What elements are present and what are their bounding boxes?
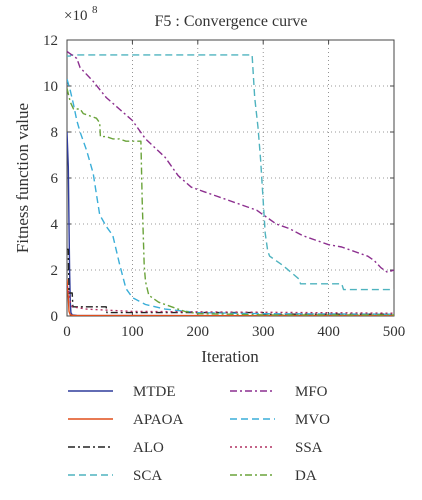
series-line-mtde [67,131,394,316]
y-tick-label: 8 [51,125,59,141]
series-line-mvo [67,78,394,315]
legend-label-alo: ALO [133,440,164,456]
legend-label-ssa: SSA [295,440,323,456]
chart-title: F5 : Convergence curve [155,13,308,30]
plot-frame [66,39,395,317]
series-line-ssa [67,285,394,314]
series-line-apaoa [67,279,394,316]
legend-label-sca: SCA [133,468,162,484]
series-lines [67,50,394,316]
legend: MTDE APAOA ALO SCA MFO MVO SSA DA [68,384,330,484]
y-tick-label: 12 [43,33,58,49]
legend-label-mfo: MFO [295,384,328,400]
y-scale-base: ×10 [64,8,87,24]
legend-label-da: DA [295,468,317,484]
y-tick-label: 4 [51,217,59,233]
y-tick-label: 0 [51,309,59,325]
series-line-mfo [67,50,394,273]
x-tick-label: 100 [121,324,144,340]
legend-label-apaoa: APAOA [133,412,183,428]
y-tick-label: 2 [51,263,59,279]
x-tick-label: 0 [63,324,71,340]
legend-label-mtde: MTDE [133,384,176,400]
series-line-sca [67,54,394,291]
x-tick-label: 400 [317,324,340,340]
series-line-da [67,88,394,316]
y-scale-exponent: 8 [92,4,98,16]
grid-lines [67,40,394,316]
x-tick-label: 500 [383,324,406,340]
y-tick-label: 6 [51,171,59,187]
series-line-alo [67,248,394,315]
x-tick-label: 300 [252,324,275,340]
x-axis-label: Iteration [201,347,259,366]
x-tick-label: 200 [187,324,210,340]
y-axis-label: Fitness function value [13,103,32,253]
y-scale-multiplier: ×10 8 [64,4,98,24]
legend-label-mvo: MVO [295,412,330,428]
axis-ticks: 0 100 200 300 400 500 0 2 4 6 8 10 12 [43,33,405,340]
y-tick-label: 10 [43,79,58,95]
